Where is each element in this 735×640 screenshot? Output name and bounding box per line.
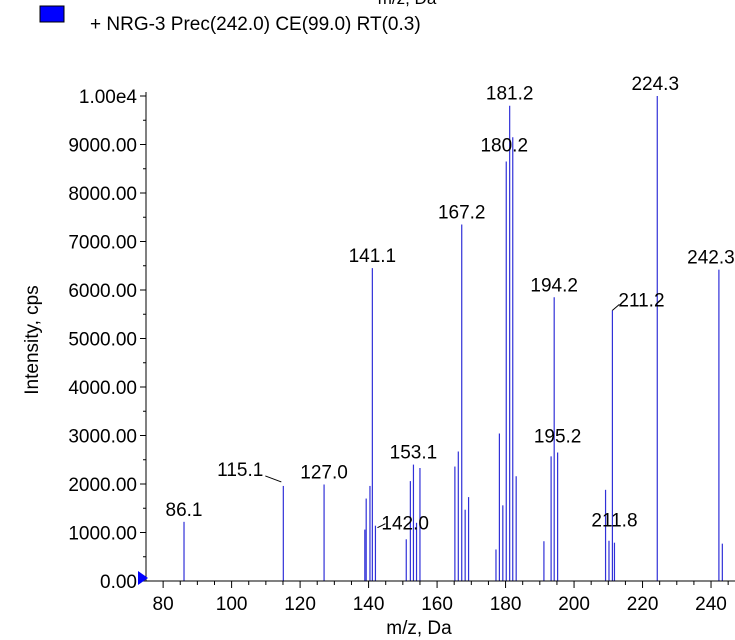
peaks-group (183, 96, 723, 581)
y-tick-label: 1000.00 (68, 524, 137, 545)
legend-swatch (39, 5, 65, 23)
peak-label: 153.1 (390, 443, 438, 464)
y-tick-label: 8000.00 (68, 184, 137, 205)
peak-label: 141.1 (349, 246, 397, 267)
y-tick-label: 5000.00 (68, 330, 137, 351)
top-cut-label: m/z, Da (378, 0, 437, 8)
peak-label: 195.2 (534, 426, 582, 447)
peak-label: 142.0 (381, 514, 429, 535)
peak-label: 211.2 (618, 290, 664, 311)
peak-label: 86.1 (166, 500, 203, 521)
y-axis-title: Intensity, cps (22, 285, 43, 394)
y-tick-label: 4000.00 (68, 378, 137, 399)
peak-label-leader (377, 523, 386, 529)
x-tick-label: 220 (627, 594, 659, 615)
x-tick-label: 100 (216, 594, 248, 615)
x-axis-title: m/z, Da (386, 618, 452, 639)
legend-label: + NRG-3 Prec(242.0) CE(99.0) RT(0.3) (90, 14, 421, 35)
x-tick-label: 80 (153, 594, 174, 615)
y-tick-label: 2000.00 (68, 475, 137, 496)
x-tick-label: 140 (353, 594, 385, 615)
x-tick-label: 200 (558, 594, 590, 615)
x-tick-label: 180 (490, 594, 522, 615)
y-tick-label: 7000.00 (68, 233, 137, 254)
peak-label: 211.8 (591, 511, 637, 532)
peak-label: 127.0 (300, 462, 348, 483)
peak-labels-group: 86.1 115.1 127.0 141.1 142.0 153.1 167.2 180.2 1… (166, 74, 735, 535)
y-tick-label: 0.00 (100, 572, 137, 593)
peak-label: 194.2 (530, 275, 578, 296)
peak-label: 242.3 (687, 248, 735, 269)
x-tick-label: 120 (284, 594, 316, 615)
peak-label: 115.1 (217, 460, 263, 481)
peak-label: 180.2 (480, 135, 528, 156)
x-tick-label: 160 (421, 594, 453, 615)
peak-label-leader (265, 475, 282, 483)
x-ticks-group: 80 100 120 140 160 180 200 220 240 (153, 581, 729, 615)
peak-label: 167.2 (438, 203, 486, 224)
y-tick-label: 9000.00 (68, 136, 137, 157)
y-tick-label: 6000.00 (68, 281, 137, 302)
peak-label-leader (612, 303, 620, 311)
y-ticks-group: 0.00 1000.00 2000.00 3000.00 4000.00 5000.00 6… (68, 87, 146, 593)
peak-label: 224.3 (631, 74, 679, 95)
peak-label: 181.2 (486, 84, 534, 105)
y-tick-label: 3000.00 (68, 427, 137, 448)
y-tick-label: 1.00e4 (79, 87, 138, 108)
x-tick-label: 240 (695, 594, 727, 615)
origin-marker-icon (138, 571, 148, 585)
